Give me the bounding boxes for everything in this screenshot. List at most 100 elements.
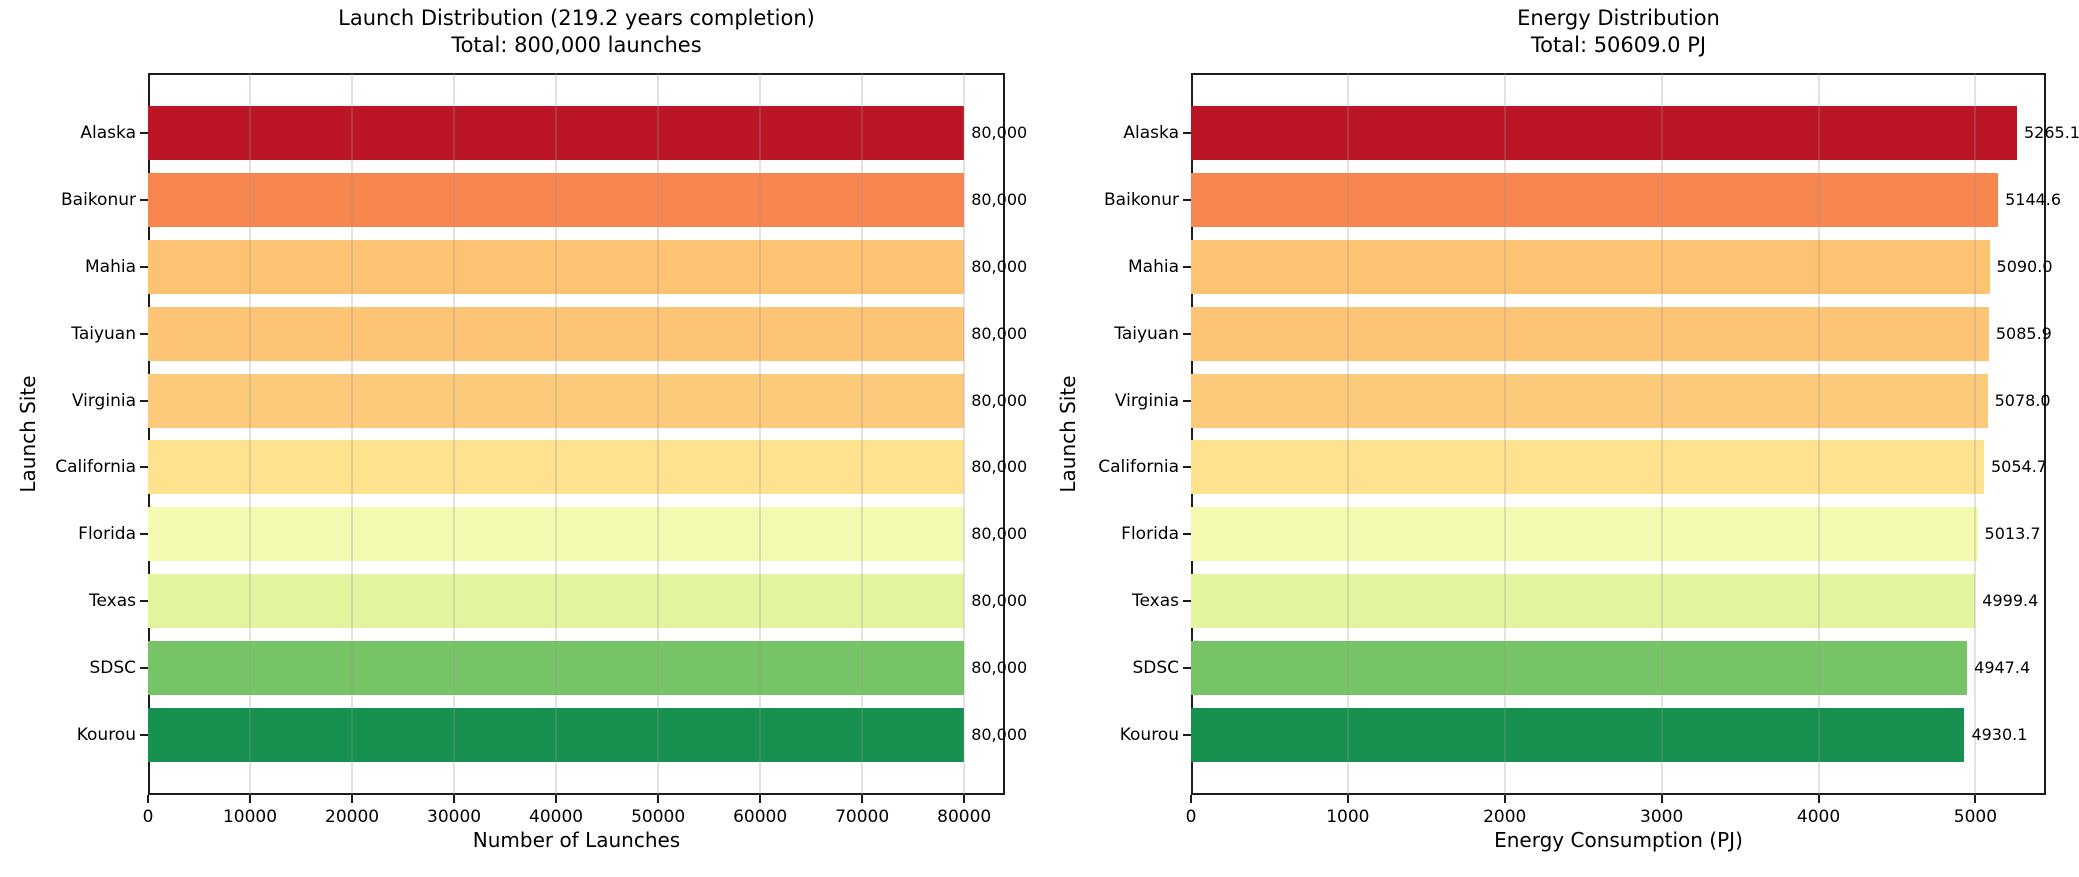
gridline	[759, 73, 762, 795]
y-tick-label-texas: Texas	[89, 591, 136, 612]
y-tick-label-florida: Florida	[1121, 524, 1179, 545]
y-tick-mark	[1183, 667, 1191, 670]
bar-value-label: 5090.0	[1996, 256, 2053, 276]
gridline	[453, 73, 456, 795]
x-axis-label: Energy Consumption (PJ)	[1494, 828, 1743, 852]
y-tick-mark	[1183, 600, 1191, 603]
bar-value-label: 5085.9	[1995, 323, 2052, 343]
gridline	[861, 73, 864, 795]
x-tick-label: 40000	[529, 807, 584, 827]
bar-value-label: 5054.7	[1990, 457, 2047, 477]
bar-value-label: 5013.7	[1984, 524, 2041, 544]
gridline	[1346, 73, 1349, 795]
bar-texas	[148, 574, 965, 629]
chart-title-line: Energy Distribution	[1517, 6, 1720, 30]
chart-subtitle-line: Total: 50609.0 PJ	[1530, 33, 1707, 57]
x-tick-label: 50000	[631, 807, 686, 827]
y-tick-mark	[1183, 332, 1191, 335]
plot-area: 80,000 80,000 80,000 80,000 80,000 80,000 80,0…	[55, 73, 1027, 827]
x-tick-mark	[351, 795, 354, 803]
bar-virginia	[1191, 373, 1988, 428]
x-tick-label: 2000	[1483, 807, 1527, 827]
bar-virginia	[148, 373, 965, 428]
x-tick-mark	[1817, 795, 1820, 803]
y-tick-label-sdsc: SDSC	[1132, 658, 1179, 679]
bar-texas	[1191, 574, 1976, 629]
y-tick-mark	[140, 399, 148, 402]
x-tick-label: 80000	[937, 807, 992, 827]
y-tick-mark	[1183, 399, 1191, 402]
bar-value-label: 80,000	[971, 591, 1028, 611]
bar-value-label: 80,000	[971, 256, 1028, 276]
y-axis-label: Launch Site	[1056, 375, 1080, 493]
chart-subtitle-line: Total: 800,000 launches	[451, 33, 702, 57]
x-tick-mark	[1190, 795, 1192, 803]
gridline	[249, 73, 252, 795]
plot-frame	[148, 73, 1005, 795]
gridline	[555, 73, 558, 795]
x-axis-label: Number of Launches	[472, 828, 681, 852]
bar-value-label: 5078.0	[1994, 390, 2051, 410]
gridline	[1660, 73, 1663, 795]
bar-sdsc	[148, 641, 965, 696]
y-tick-label-florida: Florida	[78, 524, 136, 545]
bar-value-label: 4947.4	[1974, 658, 2031, 678]
y-tick-label-taiyuan: Taiyuan	[71, 323, 136, 344]
y-tick-label-virginia: Virginia	[1114, 390, 1179, 411]
x-tick-mark	[759, 795, 762, 803]
y-tick-label-sdsc: SDSC	[89, 658, 136, 679]
x-tick-mark	[963, 795, 966, 803]
bar-value-label: 80,000	[971, 658, 1028, 678]
bar-value-label: 80,000	[971, 524, 1028, 544]
y-axis-label: Launch Site	[16, 375, 40, 493]
y-tick-label-baikonur: Baikonur	[1104, 189, 1179, 210]
y-tick-mark	[1183, 734, 1191, 736]
bar-california	[148, 440, 965, 495]
x-tick-mark	[861, 795, 864, 803]
bar-value-label: 80,000	[971, 457, 1028, 477]
bar-taiyuan	[1191, 306, 1989, 361]
plot-frame	[1191, 73, 2046, 795]
y-tick-label-kourou: Kourou	[1119, 725, 1179, 745]
x-tick-label: 0	[1185, 807, 1197, 827]
y-tick-mark	[1183, 265, 1191, 268]
gridline	[963, 73, 966, 795]
y-tick-label-taiyuan: Taiyuan	[1114, 323, 1179, 344]
bar-value-label: 5144.6	[2005, 189, 2062, 209]
y-tick-label-mahia: Mahia	[1128, 256, 1179, 277]
bar-florida	[1191, 507, 1978, 562]
y-tick-mark	[140, 533, 148, 536]
x-tick-mark	[657, 795, 660, 803]
x-tick-mark	[1346, 795, 1349, 803]
y-tick-mark	[140, 132, 148, 134]
x-tick-mark	[1503, 795, 1506, 803]
gridline	[351, 73, 354, 795]
bar-value-label: 80,000	[971, 323, 1028, 343]
x-tick-label: 20000	[325, 807, 380, 827]
y-tick-label-california: California	[55, 457, 136, 478]
chart-title: Launch Distribution (219.2 years complet…	[127, 5, 1027, 59]
y-tick-label-california: California	[1098, 457, 1179, 478]
bar-value-label: 80,000	[971, 123, 1028, 142]
bar-florida	[148, 507, 965, 562]
y-tick-mark	[1183, 466, 1191, 469]
y-tick-label-baikonur: Baikonur	[61, 189, 136, 210]
bar-value-label: 80,000	[971, 725, 1028, 744]
y-tick-mark	[140, 332, 148, 335]
gridline	[657, 73, 660, 795]
y-tick-mark	[1183, 198, 1191, 201]
x-tick-mark	[555, 795, 558, 803]
x-tick-label: 5000	[1953, 807, 1998, 827]
x-tick-label: 60000	[733, 807, 788, 827]
y-tick-mark	[140, 466, 148, 469]
bar-value-label: 5265.1	[2023, 123, 2079, 142]
y-tick-mark	[140, 667, 148, 670]
bar-value-label: 80,000	[971, 390, 1028, 410]
bar-value-label: 4999.4	[1982, 591, 2039, 611]
chart-title: Energy Distribution Total: 50609.0 PJ	[1169, 5, 2069, 59]
bar-value-label: 4930.1	[1971, 725, 2028, 744]
gridline	[1817, 73, 1820, 795]
gridline	[1974, 73, 1977, 795]
x-tick-mark	[453, 795, 456, 803]
